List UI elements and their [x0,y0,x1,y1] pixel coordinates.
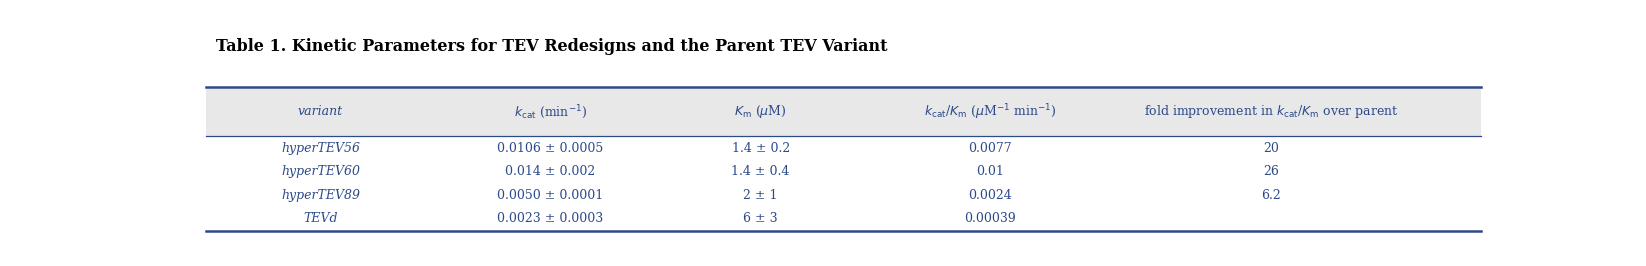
Text: variant: variant [298,105,342,118]
Text: fold improvement in $k_{\rm cat}$/$K_{\rm m}$ over parent: fold improvement in $k_{\rm cat}$/$K_{\r… [1144,103,1397,120]
Text: 26: 26 [1262,165,1279,178]
Text: 0.0023 ± 0.0003: 0.0023 ± 0.0003 [497,212,604,225]
Text: $K_{\rm m}$ ($\mu$M): $K_{\rm m}$ ($\mu$M) [734,103,787,120]
Text: hyperTEV56: hyperTEV56 [281,142,360,155]
Text: 0.00039: 0.00039 [965,212,1016,225]
Text: 1.4 ± 0.2: 1.4 ± 0.2 [731,142,790,155]
Text: 0.0077: 0.0077 [968,142,1012,155]
Text: $k_{\rm cat}$ (min$^{-1}$): $k_{\rm cat}$ (min$^{-1}$) [514,103,588,121]
Text: hyperTEV89: hyperTEV89 [281,189,360,202]
Bar [206,87,1481,136]
Text: 0.014 ± 0.002: 0.014 ± 0.002 [505,165,596,178]
Text: 6 ± 3: 6 ± 3 [744,212,779,225]
Text: TEVd: TEVd [303,212,337,225]
Text: 0.0106 ± 0.0005: 0.0106 ± 0.0005 [497,142,604,155]
Text: 1.4 ± 0.4: 1.4 ± 0.4 [731,165,790,178]
Text: 6.2: 6.2 [1261,189,1281,202]
Text: 20: 20 [1262,142,1279,155]
Text: $k_{\rm cat}$/$K_{\rm m}$ ($\mu$M$^{-1}$ min$^{-1}$): $k_{\rm cat}$/$K_{\rm m}$ ($\mu$M$^{-1}$… [923,102,1057,122]
Text: 0.0050 ± 0.0001: 0.0050 ± 0.0001 [497,189,604,202]
Text: 0.0024: 0.0024 [968,189,1012,202]
Text: 0.01: 0.01 [976,165,1004,178]
Text: Table 1. Kinetic Parameters for TEV Redesigns and the Parent TEV Variant: Table 1. Kinetic Parameters for TEV Rede… [216,38,887,55]
Text: hyperTEV60: hyperTEV60 [281,165,360,178]
Text: 2 ± 1: 2 ± 1 [744,189,779,202]
